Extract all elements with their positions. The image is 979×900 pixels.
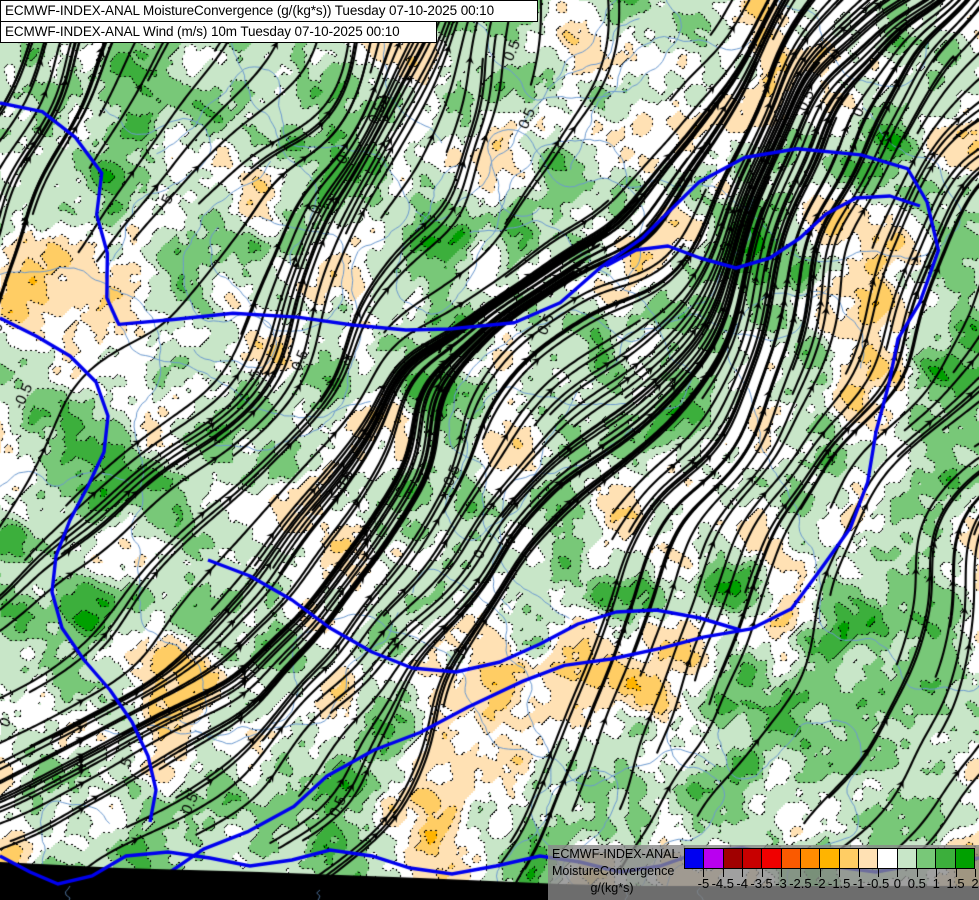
- legend-model-name: ECMWF-INDEX-ANAL: [552, 847, 679, 861]
- colorbar-tick-label: 0: [893, 876, 902, 891]
- colorbar-swatch-11: [897, 849, 917, 868]
- colorbar-tick-label: 1: [932, 876, 940, 891]
- colorbar-swatch-8: [839, 849, 859, 868]
- colorbar-tick-label: -5: [697, 876, 710, 891]
- header-label-moisture-convergence: ECMWF-INDEX-ANAL MoistureConvergence (g/…: [0, 0, 538, 22]
- colorbar-tick-label: -2.5: [789, 876, 812, 891]
- colorbar-tick: [761, 869, 763, 877]
- colorbar-tick: [897, 869, 899, 877]
- colorbar-tick-label: -4: [736, 876, 748, 891]
- colorbar-swatch-5: [781, 849, 801, 868]
- colorbar-swatches[interactable]: [684, 848, 975, 869]
- colorbar-tick: [916, 869, 918, 877]
- colorbar-tick: [975, 869, 976, 877]
- colorbar-swatch-10: [878, 849, 898, 868]
- colorbar-ticks: [684, 869, 976, 877]
- colorbar[interactable]: -5 -4.5 -4 -3.5 -3 -2.5 -2 -1.5 -1 -0.5 0 0.5 1 1.5 2: [684, 848, 979, 898]
- legend-units: g/(kg*s): [590, 881, 634, 895]
- colorbar-swatch-7: [820, 849, 840, 868]
- colorbar-swatch-12: [916, 849, 937, 868]
- colorbar-swatch-2: [723, 849, 743, 868]
- colorbar-tick: [742, 869, 744, 877]
- colorbar-tick: [800, 869, 802, 877]
- colorbar-tick: [936, 869, 938, 877]
- colorbar-tick-label: -4.5: [711, 876, 734, 891]
- colorbar-tick-label: 1.5: [946, 876, 965, 891]
- colorbar-tick: [955, 869, 957, 877]
- colorbar-swatch-6: [800, 849, 821, 868]
- colorbar-swatch-14: [955, 849, 974, 868]
- header-label-wind: ECMWF-INDEX-ANAL Wind (m/s) 10m Tuesday …: [0, 21, 437, 43]
- colorbar-swatch-0: [685, 849, 705, 868]
- colorbar-swatch-3: [742, 849, 763, 868]
- colorbar-tick-labels: -5 -4.5 -4 -3.5 -3 -2.5 -2 -1.5 -1 -0.5 0 0.5 1 1.5 2: [684, 876, 979, 894]
- colorbar-tick: [703, 869, 705, 877]
- colorbar-tick-label: 0.5: [907, 876, 926, 891]
- colorbar-swatch-13: [936, 849, 956, 868]
- legend-panel: ECMWF-INDEX-ANAL MoistureConvergence g/(…: [548, 845, 979, 900]
- colorbar-tick: [722, 869, 724, 877]
- colorbar-tick-label: -1.5: [827, 876, 851, 891]
- colorbar-tick-label: -0.5: [866, 876, 890, 891]
- colorbar-tick: [858, 869, 860, 877]
- colorbar-tick-label: 2: [971, 876, 979, 891]
- colorbar-tick-label: -3.5: [750, 876, 773, 891]
- colorbar-swatch-4: [762, 849, 782, 868]
- colorbar-tick-label: -1: [852, 876, 865, 891]
- colorbar-tick: [878, 869, 879, 877]
- legend-variable-name: MoistureConvergence: [552, 864, 675, 878]
- colorbar-tick-label: -2: [814, 876, 826, 891]
- colorbar-swatch-1: [704, 849, 724, 868]
- colorbar-tick: [819, 869, 821, 877]
- colorbar-swatch-9: [858, 849, 879, 868]
- legend-caption: ECMWF-INDEX-ANAL MoistureConvergence g/(…: [548, 846, 680, 900]
- colorbar-tick: [781, 869, 782, 877]
- colorbar-tick: [839, 869, 841, 877]
- colorbar-tick-label: -3: [775, 876, 787, 891]
